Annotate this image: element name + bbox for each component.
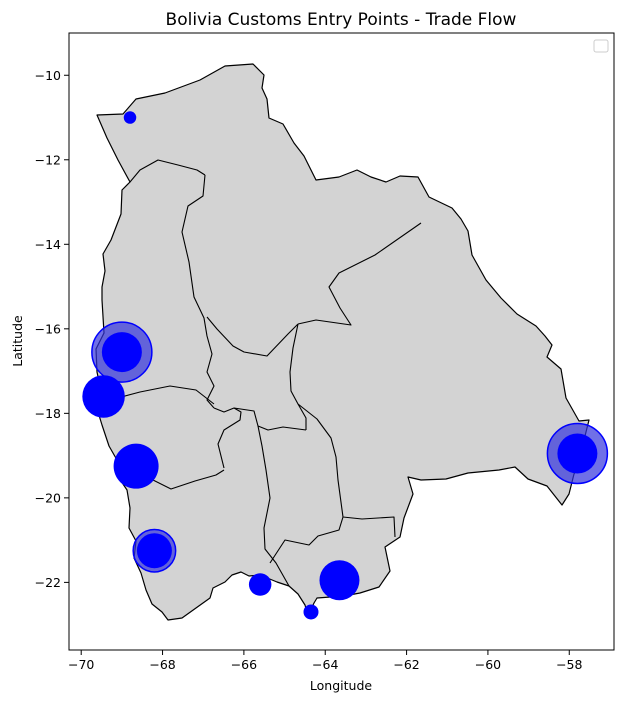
x-tick-label: −68 xyxy=(149,657,175,672)
border-santacruz-sur xyxy=(297,403,396,538)
y-tick-label: −12 xyxy=(35,152,61,167)
x-tick-label: −58 xyxy=(556,657,582,672)
border-beni-santacruz xyxy=(297,222,422,326)
y-tick-label: −16 xyxy=(35,321,61,336)
y-tick-label: −14 xyxy=(35,237,61,252)
border-oruro-cochabamba xyxy=(213,407,242,469)
y-tick-label: −22 xyxy=(35,575,61,590)
entry-point-marker xyxy=(248,573,272,596)
border-beni-lapaz xyxy=(181,174,215,409)
entry-point-marker xyxy=(557,433,598,474)
entry-point-marker xyxy=(319,560,360,601)
border-chuquisaca-tarija xyxy=(269,516,344,564)
border-lapaz-oruro xyxy=(109,385,215,405)
y-tick-label: −18 xyxy=(35,406,61,421)
x-tick-label: −60 xyxy=(475,657,501,672)
border-beni-cochabamba xyxy=(206,316,299,357)
border-pando-beni xyxy=(129,159,206,183)
entry-points xyxy=(82,111,609,620)
y-tick-label: −10 xyxy=(35,68,61,83)
x-tick-label: −70 xyxy=(68,657,94,672)
x-axis: −70 −68 −66 −64 −62 −60 −58 xyxy=(68,650,582,672)
entry-point-marker xyxy=(136,533,172,569)
plot-frame xyxy=(68,32,615,651)
legend-box xyxy=(593,39,609,53)
entry-point-marker xyxy=(123,111,137,124)
entry-point-marker xyxy=(101,332,142,373)
bolivia-outline xyxy=(95,63,590,621)
department-borders xyxy=(109,159,422,587)
border-cochabamba-santacruz xyxy=(289,323,307,430)
chart-title: Bolivia Customs Entry Points - Trade Flo… xyxy=(166,10,517,30)
y-axis-label: Latitude xyxy=(10,315,25,367)
border-cochabamba-chuquisaca xyxy=(233,407,307,431)
plot-area xyxy=(68,32,615,651)
entry-point-marker xyxy=(82,375,125,418)
entry-point-marker xyxy=(113,443,159,489)
x-tick-label: −62 xyxy=(393,657,419,672)
y-axis: −10 −12 −14 −16 −18 −20 −22 xyxy=(35,68,69,590)
x-tick-label: −66 xyxy=(231,657,257,672)
x-axis-label: Longitude xyxy=(310,678,372,693)
border-potosi-chuquisaca xyxy=(257,425,290,587)
y-tick-label: −20 xyxy=(35,490,61,505)
bolivia-map xyxy=(95,63,590,621)
entry-point-marker xyxy=(303,604,319,620)
x-tick-label: −64 xyxy=(312,657,338,672)
